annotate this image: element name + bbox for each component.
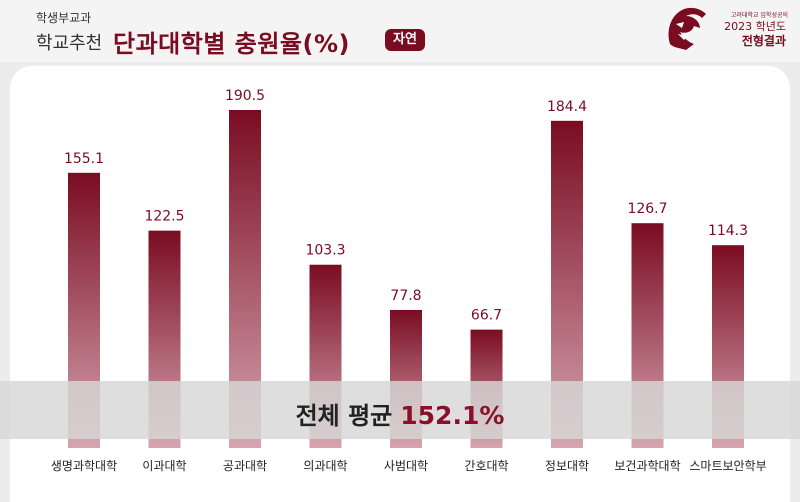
header: 학생부교과 학교추천 단과대학별 충원율(%) 자연 고려대학교 입학성공의 2… <box>0 0 800 62</box>
kicker-text: 학생부교과 <box>36 11 92 25</box>
page-title: 단과대학별 충원율(%) <box>113 30 350 58</box>
average-value: 152.1% <box>400 401 505 430</box>
university-logo: 고려대학교 입학성공의 2023 학년도 전형결과 <box>664 4 794 54</box>
bar-value-label-3: 103.3 <box>305 243 345 259</box>
category-label-4: 사범대학 <box>384 459 428 473</box>
average-band <box>0 381 800 439</box>
bar-value-label-5: 66.7 <box>471 308 502 324</box>
category-label-1: 이과대학 <box>142 459 186 473</box>
category-label-3: 의과대학 <box>303 459 347 473</box>
bar-value-label-1: 122.5 <box>144 209 184 225</box>
category-label-8: 스마트보안학부 <box>689 459 766 473</box>
bar-value-label-7: 126.7 <box>627 201 667 217</box>
logo-result: 전형결과 <box>741 34 786 48</box>
average-summary: 전체 평균 152.1% <box>0 396 800 431</box>
bar-value-label-4: 77.8 <box>390 288 421 304</box>
subject-text: 학교추천 <box>36 33 103 54</box>
bar-value-label-2: 190.5 <box>225 88 265 104</box>
bar-value-label-0: 155.1 <box>64 151 104 167</box>
category-badge: 자연 <box>385 29 425 51</box>
bar-value-label-6: 184.4 <box>547 99 587 115</box>
category-label-2: 공과대학 <box>223 459 267 473</box>
logo-small-text: 고려대학교 입학성공의 <box>730 12 788 19</box>
bar-value-label-8: 114.3 <box>708 223 748 239</box>
tiger-icon <box>668 7 706 50</box>
category-label-7: 보건과학대학 <box>614 459 680 473</box>
average-label: 전체 평균 <box>295 402 393 430</box>
logo-year: 2023 학년도 <box>724 20 786 33</box>
category-label-5: 간호대학 <box>464 459 508 473</box>
category-label-6: 정보대학 <box>545 459 589 473</box>
category-label-0: 생명과학대학 <box>51 459 117 473</box>
